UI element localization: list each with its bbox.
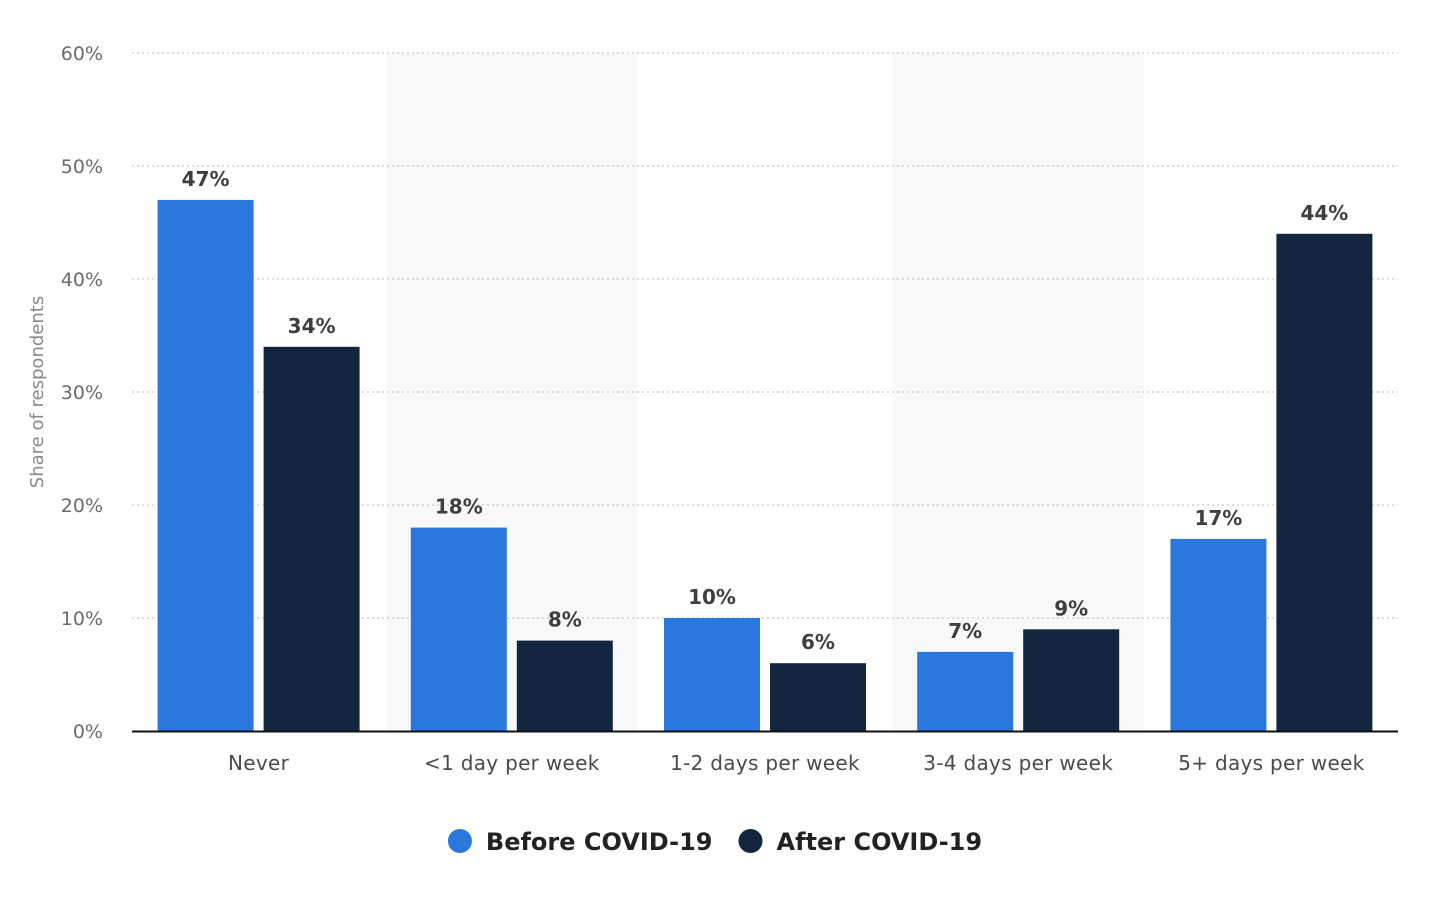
bars[interactable] bbox=[157, 199, 1373, 732]
legend-item-after-covid-19[interactable]: After COVID-19 bbox=[738, 828, 983, 856]
x-tick-label-3-4-days-per-week: 3-4 days per week bbox=[923, 751, 1113, 775]
bar-after-covid-19-1-day-per-week[interactable] bbox=[516, 640, 613, 731]
data-label-before-covid-19-1-day-per-week: 18% bbox=[435, 495, 483, 519]
x-tick-label-5-days-per-week: 5+ days per week bbox=[1178, 751, 1364, 775]
y-tick-label-20: 20% bbox=[61, 495, 103, 517]
y-axis-title: Share of respondents bbox=[27, 296, 48, 488]
data-label-after-covid-19-1-2-days-per-week: 6% bbox=[801, 630, 835, 654]
bar-after-covid-19-never[interactable] bbox=[263, 346, 360, 731]
bar-after-covid-19-3-4-days-per-week[interactable] bbox=[1023, 629, 1120, 731]
data-label-before-covid-19-3-4-days-per-week: 7% bbox=[948, 619, 982, 643]
y-tick-label-50: 50% bbox=[61, 156, 103, 178]
data-label-before-covid-19-never: 47% bbox=[182, 167, 230, 191]
bar-after-covid-19-1-2-days-per-week[interactable] bbox=[770, 663, 866, 731]
y-tick-label-30: 30% bbox=[61, 382, 103, 404]
bar-before-covid-19-3-4-days-per-week[interactable] bbox=[917, 651, 1014, 731]
data-label-after-covid-19-3-4-days-per-week: 9% bbox=[1054, 596, 1088, 620]
data-label-before-covid-19-5-days-per-week: 17% bbox=[1194, 506, 1242, 530]
x-tick-label-1-day-per-week: <1 day per week bbox=[424, 751, 600, 775]
legend-swatch-before-covid-19 bbox=[447, 829, 472, 853]
legend-label-before-covid-19: Before COVID-19 bbox=[486, 828, 713, 856]
bar-before-covid-19-1-2-days-per-week[interactable] bbox=[664, 618, 760, 731]
data-labels: 47% 34% 18% 8% 10% 6% 7% 9% 17% 44% bbox=[182, 167, 1349, 654]
x-tick-label-1-2-days-per-week: 1-2 days per week bbox=[670, 751, 860, 775]
x-axis-category-labels: Never <1 day per week 1-2 days per week 3-4… bbox=[228, 751, 1364, 775]
legend[interactable]: Before COVID-19 After COVID-19 bbox=[447, 828, 983, 856]
y-tick-label-40: 40% bbox=[61, 269, 103, 291]
bar-after-covid-19-5-days-per-week[interactable] bbox=[1276, 233, 1373, 732]
data-label-after-covid-19-1-day-per-week: 8% bbox=[548, 608, 582, 632]
legend-swatch-after-covid-19 bbox=[738, 829, 763, 853]
x-tick-label-never: Never bbox=[228, 751, 290, 775]
data-label-before-covid-19-1-2-days-per-week: 10% bbox=[688, 585, 736, 609]
bar-before-covid-19-1-day-per-week[interactable] bbox=[410, 527, 507, 731]
y-tick-label-60: 60% bbox=[61, 43, 103, 65]
bar-before-covid-19-5-days-per-week[interactable] bbox=[1170, 538, 1267, 731]
data-label-after-covid-19-5-days-per-week: 44% bbox=[1300, 201, 1348, 225]
legend-item-before-covid-19[interactable]: Before COVID-19 bbox=[447, 828, 713, 856]
y-tick-label-10: 10% bbox=[61, 608, 103, 630]
y-axis-ticks: 0% 10% 20% 30% 40% 50% 60% bbox=[61, 43, 103, 743]
bar-before-covid-19-never[interactable] bbox=[157, 199, 254, 731]
y-tick-label-0: 0% bbox=[73, 721, 103, 743]
data-label-after-covid-19-never: 34% bbox=[288, 314, 336, 338]
legend-label-after-covid-19: After COVID-19 bbox=[777, 828, 983, 856]
